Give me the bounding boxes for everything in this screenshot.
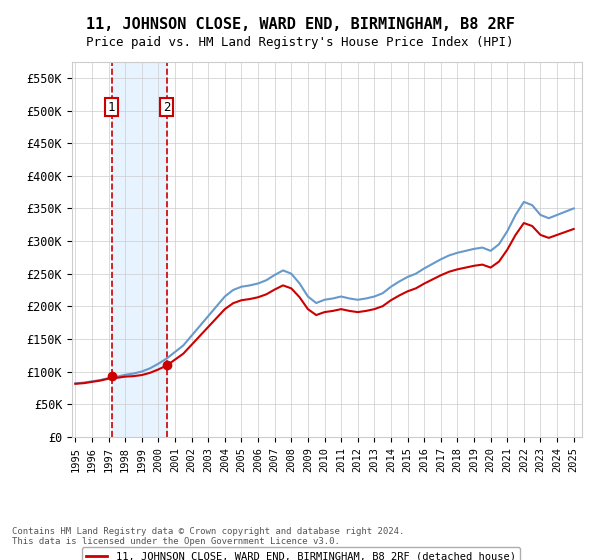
- Text: Contains HM Land Registry data © Crown copyright and database right 2024.
This d: Contains HM Land Registry data © Crown c…: [12, 526, 404, 546]
- Text: Price paid vs. HM Land Registry's House Price Index (HPI): Price paid vs. HM Land Registry's House …: [86, 36, 514, 49]
- Text: 11, JOHNSON CLOSE, WARD END, BIRMINGHAM, B8 2RF: 11, JOHNSON CLOSE, WARD END, BIRMINGHAM,…: [86, 17, 514, 32]
- Text: 2: 2: [163, 101, 170, 114]
- Legend: 11, JOHNSON CLOSE, WARD END, BIRMINGHAM, B8 2RF (detached house), HPI: Average p: 11, JOHNSON CLOSE, WARD END, BIRMINGHAM,…: [82, 547, 520, 560]
- Bar: [112, 62, 167, 437]
- Text: 1: 1: [108, 101, 115, 114]
